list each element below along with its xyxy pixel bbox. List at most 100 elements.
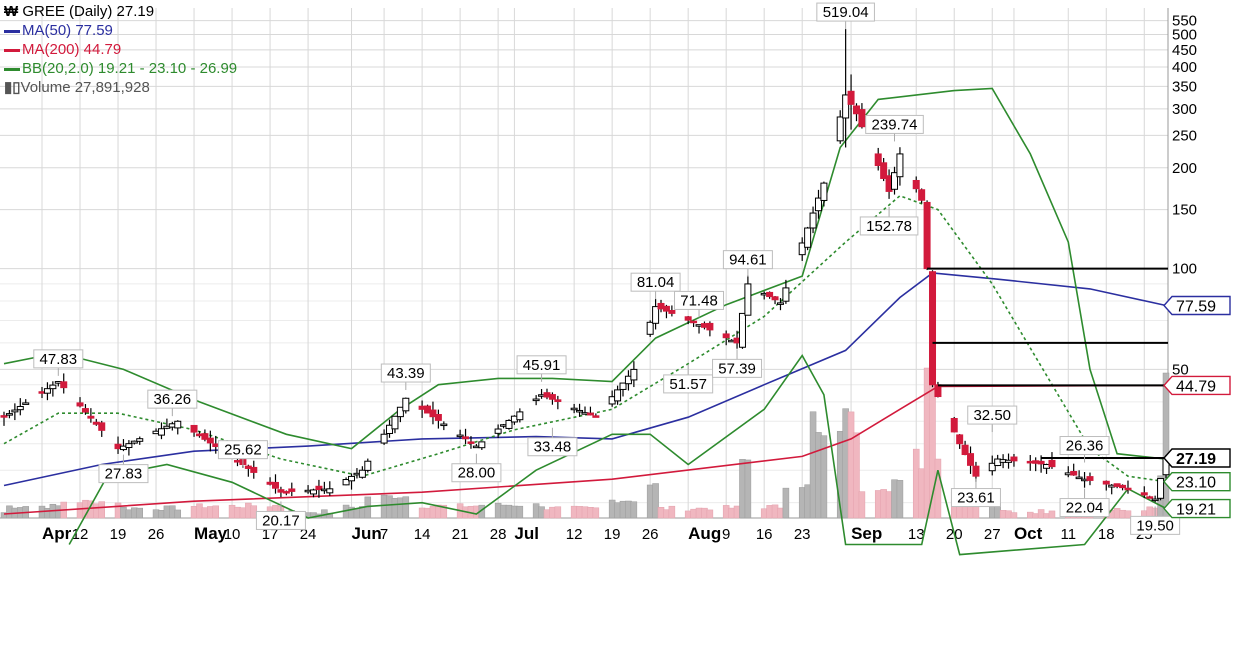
volume-bar bbox=[136, 507, 143, 519]
candle-body bbox=[652, 306, 660, 324]
candle-body bbox=[967, 453, 975, 466]
candle-body bbox=[87, 415, 95, 419]
annotation-box bbox=[33, 349, 84, 369]
volume-bar bbox=[174, 509, 182, 519]
candles-icon: ₩ bbox=[4, 3, 19, 20]
annotation-label: 22.04 bbox=[1066, 500, 1104, 517]
annotation-label: 519.04 bbox=[823, 4, 869, 21]
volume-bar bbox=[733, 505, 741, 519]
volume-bar bbox=[1032, 513, 1039, 519]
volume-bar bbox=[6, 505, 13, 519]
y-tick-label: 50 bbox=[1172, 361, 1189, 378]
x-tick-label: 19 bbox=[110, 526, 127, 543]
volume-bar bbox=[668, 505, 676, 519]
candle-body bbox=[690, 320, 698, 324]
candle-body bbox=[136, 438, 144, 442]
annotation-label: 152.78 bbox=[866, 218, 912, 235]
candle-body bbox=[923, 201, 931, 270]
candle-body bbox=[81, 408, 89, 413]
volume-bar bbox=[163, 505, 171, 519]
y-tick-label: 400 bbox=[1172, 59, 1197, 76]
annotation-label: 25.62 bbox=[224, 442, 262, 459]
volume-bar bbox=[196, 503, 203, 519]
series-line-upper bbox=[3, 87, 1167, 460]
candle-body bbox=[614, 389, 622, 402]
volume-bar bbox=[923, 367, 931, 519]
candle-body bbox=[891, 172, 899, 190]
volume-bar bbox=[114, 502, 122, 519]
legend-title: ₩ GREE (Daily) 27.19 bbox=[4, 2, 237, 21]
candle-body bbox=[386, 424, 394, 434]
annotation-box bbox=[712, 358, 763, 378]
x-tick-label: 19 bbox=[604, 526, 621, 543]
candle-body bbox=[646, 321, 654, 335]
annotation-label: 43.39 bbox=[387, 365, 425, 382]
candle-body bbox=[798, 242, 806, 256]
candle-body bbox=[956, 434, 964, 445]
annotation-label: 51.57 bbox=[669, 376, 707, 393]
volume-bar bbox=[728, 507, 735, 519]
x-tick-label: 16 bbox=[756, 526, 773, 543]
volume-bar bbox=[125, 509, 133, 519]
x-tick-label: 23 bbox=[794, 526, 811, 543]
price-tag: 23.10 bbox=[1163, 472, 1231, 492]
volume-bar bbox=[1119, 509, 1126, 519]
candle-body bbox=[961, 444, 969, 456]
volume-bar bbox=[98, 501, 105, 519]
candle-body bbox=[190, 424, 198, 433]
candle-body bbox=[934, 384, 942, 398]
y-tick-label: 200 bbox=[1172, 160, 1197, 177]
x-tick-label: 12 bbox=[72, 526, 89, 543]
volume-bar bbox=[250, 505, 258, 519]
candle-body bbox=[342, 479, 350, 486]
candle-body bbox=[684, 316, 692, 321]
candle-body bbox=[929, 271, 937, 386]
annotation-box bbox=[516, 355, 567, 375]
volume-bar bbox=[820, 435, 828, 519]
candle-body bbox=[1048, 459, 1056, 468]
candle-body bbox=[348, 475, 356, 482]
volume-bar bbox=[581, 506, 589, 519]
volume-bar bbox=[234, 506, 241, 519]
candle-body bbox=[402, 397, 410, 412]
candle-body bbox=[60, 381, 68, 389]
candle-body bbox=[706, 322, 714, 331]
candle-body bbox=[1037, 460, 1045, 465]
annotation-label: 28.00 bbox=[458, 465, 496, 482]
candle-body bbox=[505, 419, 513, 429]
candle-body bbox=[766, 291, 774, 298]
candle-body bbox=[310, 489, 318, 495]
annotation-box bbox=[865, 114, 924, 134]
x-tick-label: 12 bbox=[566, 526, 583, 543]
volume-bar bbox=[1037, 509, 1045, 519]
volume-bar bbox=[1124, 510, 1132, 519]
volume-bar bbox=[842, 408, 849, 519]
price-tag-box bbox=[1163, 375, 1231, 396]
annotation-box bbox=[527, 437, 578, 457]
volume-bar bbox=[76, 502, 84, 519]
legend-ma50: MA(50) 77.59 bbox=[4, 21, 237, 40]
volume-bar bbox=[391, 497, 399, 519]
annotation-box bbox=[674, 290, 725, 310]
candle-body bbox=[1086, 476, 1094, 481]
volume-bar bbox=[918, 468, 925, 519]
volume-bar bbox=[809, 411, 817, 519]
x-tick-label: Jun bbox=[352, 524, 382, 543]
annotation-box bbox=[967, 405, 1018, 425]
candle-body bbox=[98, 422, 106, 431]
candle-body bbox=[570, 407, 578, 411]
annotation-box bbox=[630, 272, 681, 292]
candle-body bbox=[532, 398, 540, 402]
candle-body bbox=[842, 94, 850, 119]
price-tag-label: 44.79 bbox=[1176, 378, 1216, 395]
annotation-box bbox=[950, 488, 1001, 508]
legend-ma200: MA(200) 44.79 bbox=[4, 40, 237, 59]
volume-bar bbox=[630, 501, 638, 519]
volume-bar bbox=[1048, 510, 1056, 519]
candle-body bbox=[434, 414, 442, 421]
y-tick-label: 250 bbox=[1172, 127, 1197, 144]
legend-ma200-text: MA(200) 44.79 bbox=[22, 41, 122, 58]
candle-body bbox=[548, 394, 556, 400]
candle-body bbox=[896, 153, 904, 178]
